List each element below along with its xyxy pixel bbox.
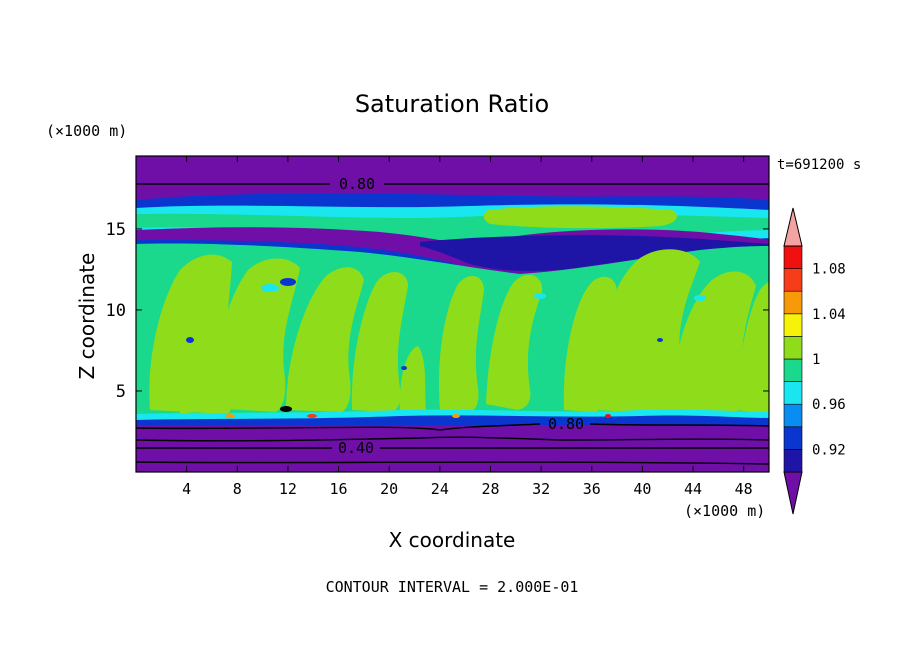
contour-label-lower: 0.40: [338, 439, 374, 457]
upper-yellowgreen-patch: [483, 206, 677, 229]
x-tick-label: 36: [583, 480, 601, 498]
x-tick-label: 8: [233, 480, 242, 498]
colorbar-swatch: [783, 381, 803, 405]
colorbar: 1.08 1.04 1 0.96 0.92: [783, 207, 846, 515]
y-tick-label: 10: [106, 301, 126, 321]
colorbar-swatch: [783, 313, 803, 337]
x-unit-label: (×1000 m): [684, 502, 765, 520]
x-axis-ticks: 4 8 12 16 20 24 28 32 36 40 44 48: [182, 156, 753, 498]
chart-title: Saturation Ratio: [355, 90, 549, 118]
y-axis-ticks: 5 10 15: [106, 220, 769, 402]
colorbar-swatch: [783, 268, 803, 292]
x-tick-label: 12: [279, 480, 297, 498]
x-tick-label: 24: [431, 480, 449, 498]
plume-group: [149, 249, 769, 414]
colorbar-top-arrow: [783, 207, 803, 247]
x-tick-label: 16: [330, 480, 348, 498]
x-tick-label: 20: [380, 480, 398, 498]
blue-specks: [186, 278, 663, 370]
x-tick-label: 48: [735, 480, 753, 498]
y-tick-label: 5: [116, 382, 126, 402]
colorbar-swatch: [783, 426, 803, 450]
plot-frame: [135, 155, 770, 473]
x-tick-label: 4: [182, 480, 191, 498]
x-axis-label: X coordinate: [389, 528, 516, 552]
y-tick-label: 15: [106, 220, 126, 240]
cyan-specks: [261, 284, 706, 301]
colorbar-label: 0.96: [812, 397, 846, 413]
lower-interface-blue: [136, 415, 769, 426]
contour-field: 0.80 0.80 0.40: [136, 156, 769, 472]
colorbar-swatch: [783, 290, 803, 315]
time-label: t=691200 s: [777, 157, 861, 173]
colorbar-label: 0.92: [812, 442, 846, 458]
x-tick-label: 32: [532, 480, 550, 498]
colorbar-swatch: [783, 336, 803, 360]
x-tick-label: 28: [481, 480, 499, 498]
y-unit-label: (×1000 m): [46, 122, 127, 140]
y-axis-label: Z coordinate: [75, 253, 99, 380]
colorbar-label: 1.04: [812, 307, 846, 323]
supersat-specks: [225, 406, 611, 418]
colorbar-bottom-arrow: [783, 471, 803, 515]
contour-lines: [136, 183, 769, 465]
contour-label-upper: 0.80: [339, 175, 375, 193]
contour-interval-note: CONTOUR INTERVAL = 2.000E-01: [326, 578, 579, 596]
x-tick-label: 44: [684, 480, 702, 498]
colorbar-swatch: [783, 358, 803, 382]
colorbar-swatch: [783, 245, 803, 269]
contour-label-lower-mid: 0.80: [548, 415, 584, 433]
colorbar-swatch: [783, 449, 803, 473]
colorbar-label: 1.08: [812, 262, 846, 278]
upper-navy-band: [420, 235, 769, 272]
colorbar-swatch: [783, 403, 803, 428]
colorbar-label: 1: [812, 352, 820, 368]
x-tick-label: 40: [633, 480, 651, 498]
